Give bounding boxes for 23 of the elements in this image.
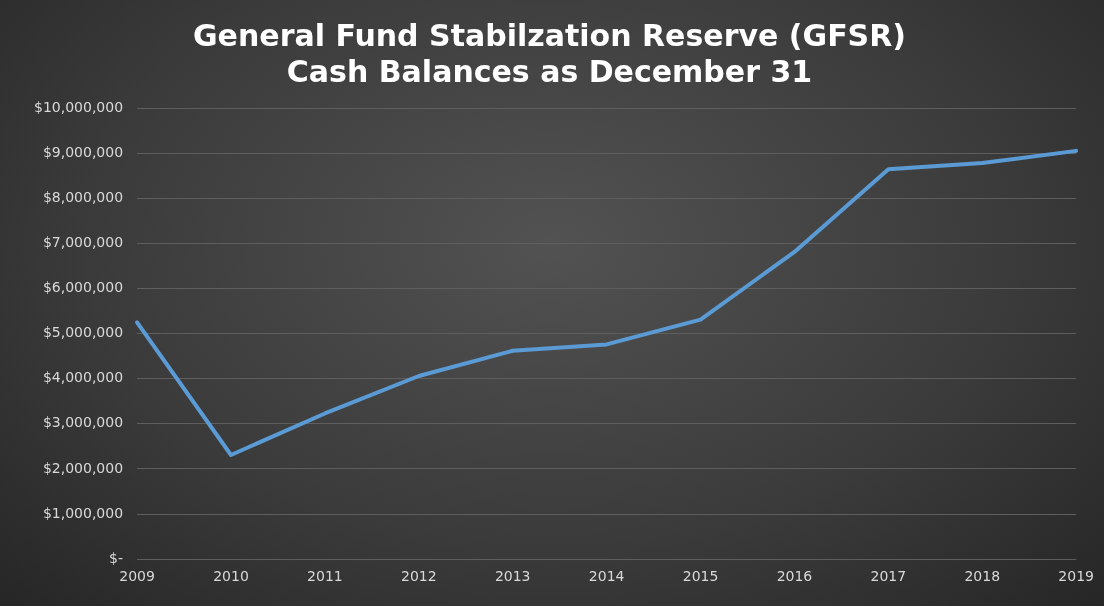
y-tick-label: $1,000,000: [42, 504, 124, 521]
y-tick-label: $2,000,000: [42, 459, 124, 476]
x-tick-label: 2017: [870, 568, 907, 585]
y-tick-label: $6,000,000: [42, 279, 124, 296]
x-tick-label: 2014: [588, 568, 625, 585]
x-tick-label: 2015: [682, 568, 719, 585]
y-tick-label: $-: [109, 549, 124, 566]
x-tick-label: 2016: [776, 568, 813, 585]
x-tick-label: 2010: [213, 568, 249, 585]
x-tick-label: 2012: [400, 568, 437, 585]
y-tick-label: $5,000,000: [42, 324, 124, 341]
chart-title: General Fund Stabilzation Reserve (GFSR) Cash Balances as December 31: [192, 17, 907, 89]
y-tick-label: $9,000,000: [42, 143, 124, 160]
y-tick-label: $7,000,000: [42, 234, 124, 250]
y-tick-label: $3,000,000: [42, 414, 124, 431]
x-tick-label: 2013: [494, 568, 531, 585]
x-tick-label: 2011: [307, 568, 343, 585]
y-tick-label: $10,000,000: [33, 98, 124, 115]
x-tick-label: 2018: [964, 568, 1001, 585]
x-tick-label: 2009: [119, 568, 155, 585]
x-tick-label: 2019: [1058, 568, 1095, 585]
y-tick-label: $8,000,000: [42, 188, 124, 205]
y-tick-label: $4,000,000: [42, 369, 124, 386]
